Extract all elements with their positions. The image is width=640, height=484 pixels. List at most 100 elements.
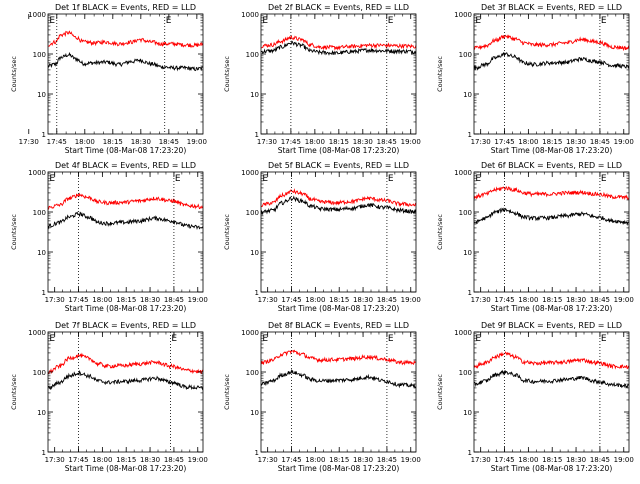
y-axis-label: Counts/sec — [10, 214, 18, 250]
x-tick-label: 18:30 — [353, 296, 373, 304]
y-tick-label: 1 — [255, 289, 259, 297]
x-tick-label: 18:45 — [590, 296, 610, 304]
series-lld-line — [48, 352, 203, 375]
y-tick-label: 10 — [250, 409, 259, 417]
y-tick-label: 100 — [33, 369, 46, 377]
x-tick-label: 17:30 — [258, 296, 278, 304]
x-tick-label: 18:30 — [140, 456, 160, 464]
x-tick-label: 18:30 — [566, 138, 586, 146]
x-tick-label: 18:00 — [518, 138, 538, 146]
series-lld-line — [474, 34, 629, 52]
chart-title: Det 3f BLACK = Events, RED = LLD — [481, 3, 622, 12]
x-axis-label: Start Time (08-Mar-08 17:23:20) — [65, 146, 187, 155]
x-tick-label: 17:45 — [68, 296, 88, 304]
x-tick-label: 18:30 — [131, 138, 151, 146]
series-events-line — [48, 51, 203, 72]
axes-frame — [260, 171, 417, 293]
x-tick-label: 19:00 — [614, 456, 634, 464]
x-tick-label: 19:00 — [401, 456, 421, 464]
y-tick-label: 1 — [42, 289, 46, 297]
x-tick-label: 19:00 — [614, 138, 634, 146]
x-axis-label: Start Time (08-Mar-08 17:23:20) — [491, 146, 613, 155]
x-tick-label: 17:30 — [471, 296, 491, 304]
y-tick-label: 10 — [250, 91, 259, 99]
chart-title: Det 1f BLACK = Events, RED = LLD — [55, 3, 196, 12]
series-lld-line — [48, 30, 203, 49]
x-tick-label: 17:30 — [257, 138, 277, 146]
x-tick-label: 17:45 — [281, 456, 301, 464]
y-axis-label: Counts/sec — [10, 56, 18, 92]
event-marker: E — [175, 174, 181, 184]
x-tick-label: 18:30 — [566, 296, 586, 304]
y-tick-label: 10 — [37, 409, 46, 417]
y-tick-label: 100 — [459, 209, 472, 217]
y-tick-label: 1000 — [28, 169, 46, 177]
x-tick-label: 17:30 — [258, 456, 278, 464]
y-tick-label: 100 — [246, 51, 259, 59]
y-tick-label: 1000 — [241, 11, 259, 19]
y-tick-label: 1000 — [28, 11, 46, 19]
series-events-line — [474, 51, 629, 71]
x-tick-label: 18:45 — [377, 456, 397, 464]
series-events-line — [261, 368, 416, 389]
x-tick-label: 18:00 — [92, 456, 112, 464]
y-tick-label: 100 — [246, 209, 259, 217]
series-lld-line — [474, 351, 629, 370]
axes-frame — [47, 331, 204, 453]
x-axis-label: Start Time (08-Mar-08 17:23:20) — [65, 304, 187, 313]
x-tick-label: 18:15 — [116, 456, 136, 464]
series-events-line — [474, 207, 629, 227]
y-tick-label: 100 — [459, 51, 472, 59]
x-tick-label: 19:00 — [188, 456, 208, 464]
series-events-line — [48, 369, 203, 391]
chart-title: Det 4f BLACK = Events, RED = LLD — [55, 161, 196, 170]
y-tick-label: 1000 — [454, 11, 472, 19]
y-tick-label: 1000 — [241, 329, 259, 337]
x-tick-label: 19:00 — [401, 138, 421, 146]
chart-title: Det 2f BLACK = Events, RED = LLD — [268, 3, 409, 12]
event-marker: E — [601, 334, 607, 344]
y-tick-label: 100 — [246, 369, 259, 377]
series-events-line — [261, 40, 416, 56]
y-axis-label: Counts/sec — [436, 214, 444, 250]
event-marker: E — [262, 16, 268, 26]
axes-frame — [260, 331, 417, 453]
event-marker: E — [171, 334, 177, 344]
x-tick-label: 17:45 — [494, 138, 514, 146]
x-tick-label: 18:15 — [329, 296, 349, 304]
plot-data — [261, 349, 416, 389]
x-tick-label: 17:30 — [471, 456, 491, 464]
x-tick-label: 18:00 — [518, 456, 538, 464]
y-tick-label: 1000 — [454, 169, 472, 177]
y-tick-label: 100 — [459, 369, 472, 377]
x-tick-label: 18:15 — [542, 456, 562, 464]
series-lld-line — [48, 192, 203, 210]
x-tick-label: 18:45 — [164, 296, 184, 304]
plot-data — [474, 186, 629, 227]
y-tick-label: 10 — [463, 409, 472, 417]
y-tick-label: 1000 — [241, 169, 259, 177]
series-events-line — [48, 211, 203, 231]
event-marker: E — [262, 334, 268, 344]
x-axis-label: Start Time (08-Mar-08 17:23:20) — [278, 146, 400, 155]
y-tick-label: 100 — [33, 209, 46, 217]
x-tick-label: 18:15 — [329, 456, 349, 464]
x-tick-label: 18:00 — [305, 138, 325, 146]
series-lld-line — [261, 35, 416, 52]
plot-data — [48, 352, 203, 391]
y-axis-label: Counts/sec — [436, 56, 444, 92]
y-tick-label: 1000 — [454, 329, 472, 337]
x-tick-label: 18:45 — [377, 296, 397, 304]
x-tick-label: 19:00 — [187, 138, 207, 146]
event-marker: E — [49, 174, 55, 184]
chart-title: Det 9f BLACK = Events, RED = LLD — [481, 321, 622, 330]
series-events-line — [474, 369, 629, 389]
